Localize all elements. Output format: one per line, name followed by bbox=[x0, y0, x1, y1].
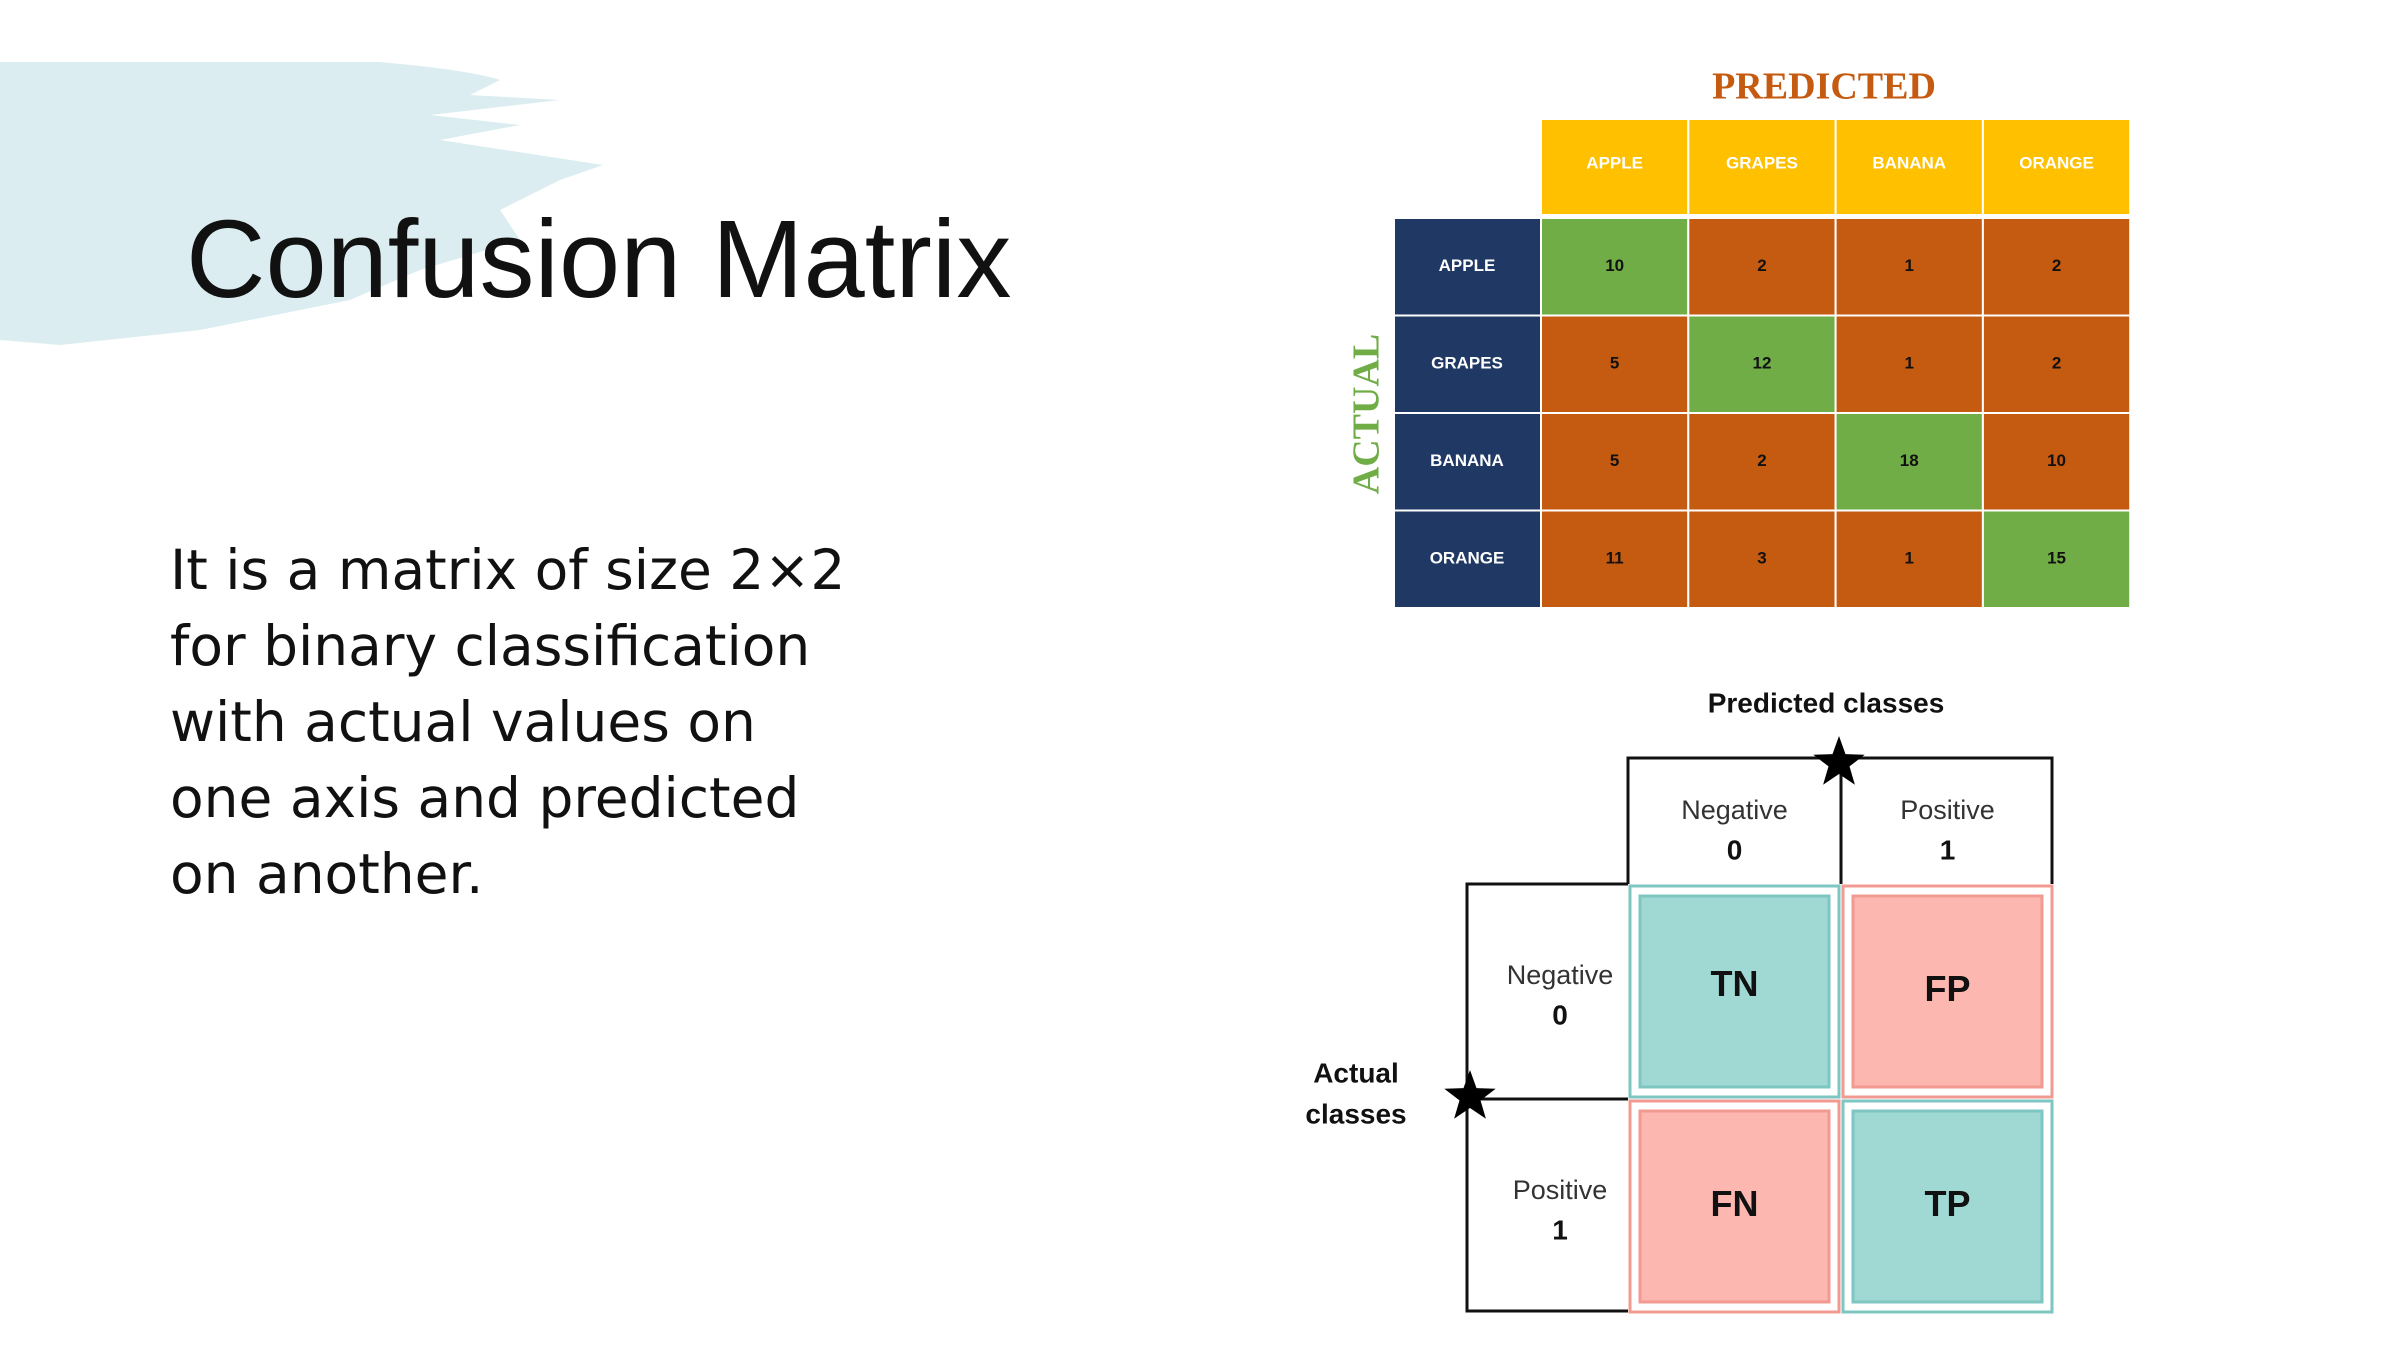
column-header-label: GRAPES bbox=[1726, 153, 1798, 172]
matrix-cell bbox=[1981, 314, 2132, 414]
cell-value: 10 bbox=[2047, 451, 2066, 470]
cell-value: 18 bbox=[1900, 451, 1919, 470]
binary-cell bbox=[1851, 894, 2044, 1089]
actual-classes-label: Actual bbox=[1313, 1057, 1399, 1088]
binary-cell bbox=[1638, 1109, 1831, 1304]
matrix-cell bbox=[1540, 314, 1690, 414]
column-class-code: 1 bbox=[1940, 834, 1956, 865]
cell-value: 5 bbox=[1610, 451, 1619, 470]
matrix-cell bbox=[1834, 217, 1984, 317]
matrix-cell bbox=[1834, 509, 1984, 609]
row-header-label: GRAPES bbox=[1431, 354, 1503, 373]
matrix-cell bbox=[1687, 412, 1837, 512]
binary-cell bbox=[1638, 894, 1831, 1089]
cell-value: 3 bbox=[1757, 549, 1766, 568]
cell-value: 2 bbox=[1757, 256, 1766, 275]
row-class-name: Negative bbox=[1507, 960, 1614, 990]
matrix-cell bbox=[1981, 217, 2132, 317]
matrix-cell bbox=[1834, 314, 1984, 414]
cell-value: 1 bbox=[1905, 354, 1914, 373]
column-header bbox=[1540, 118, 1690, 216]
body-line: It is a matrix of size 2×2 bbox=[170, 538, 845, 602]
column-header-label: ORANGE bbox=[2019, 153, 2094, 172]
cell-value: 15 bbox=[2047, 549, 2066, 568]
star-marker bbox=[1444, 1070, 1496, 1119]
row-header bbox=[1393, 217, 1542, 317]
cell-value: 11 bbox=[1606, 549, 1624, 568]
row-class-code: 0 bbox=[1552, 999, 1568, 1030]
matrix-cell bbox=[1687, 509, 1837, 609]
cell-value: 1 bbox=[1905, 549, 1914, 568]
cell-value: 12 bbox=[1752, 354, 1771, 373]
column-class-code: 0 bbox=[1727, 834, 1743, 865]
cell-value: 5 bbox=[1610, 354, 1619, 373]
column-header-label: BANANA bbox=[1872, 153, 1946, 172]
cell-value: 2 bbox=[2052, 354, 2061, 373]
row-header-label: BANANA bbox=[1430, 451, 1504, 470]
column-header bbox=[1981, 118, 2132, 216]
matrix-cell bbox=[1687, 314, 1837, 414]
slide-title: Confusion Matrix bbox=[186, 198, 1011, 321]
binary-cell bbox=[1851, 1109, 2044, 1304]
column-header-label: APPLE bbox=[1586, 153, 1643, 172]
brush-decoration bbox=[0, 62, 603, 345]
binary-cell-label: TP bbox=[1924, 1183, 1970, 1224]
row-header bbox=[1393, 314, 1542, 414]
body-line: with actual values on bbox=[170, 690, 756, 754]
cell-value: 2 bbox=[2052, 256, 2061, 275]
binary-cell-label: FN bbox=[1711, 1183, 1759, 1224]
cell-value: 10 bbox=[1605, 256, 1624, 275]
predicted-label: PREDICTED bbox=[1712, 66, 1936, 108]
body-line: on another. bbox=[170, 842, 484, 906]
star-marker bbox=[1813, 736, 1865, 785]
matrix-cell bbox=[1834, 412, 1984, 512]
row-header-label: APPLE bbox=[1439, 256, 1496, 275]
row-class-name: Positive bbox=[1513, 1175, 1608, 1205]
binary-cell-label: FP bbox=[1924, 968, 1970, 1009]
body-line: for binary classification bbox=[170, 614, 810, 678]
matrix-cell bbox=[1981, 509, 2132, 609]
column-header bbox=[1687, 118, 1837, 216]
binary-cell-label: TN bbox=[1711, 963, 1759, 1004]
row-class-code: 1 bbox=[1552, 1214, 1568, 1245]
row-header-label: ORANGE bbox=[1430, 549, 1505, 568]
column-class-name: Negative bbox=[1681, 795, 1788, 825]
body-line: one axis and predicted bbox=[170, 766, 799, 830]
column-class-name: Positive bbox=[1900, 795, 1995, 825]
actual-label: ACTUAL bbox=[1346, 334, 1388, 494]
cell-value: 2 bbox=[1757, 451, 1766, 470]
actual-classes-label: classes bbox=[1305, 1098, 1406, 1129]
row-header bbox=[1393, 509, 1542, 609]
predicted-classes-label: Predicted classes bbox=[1708, 687, 1945, 718]
cell-value: 1 bbox=[1905, 256, 1914, 275]
